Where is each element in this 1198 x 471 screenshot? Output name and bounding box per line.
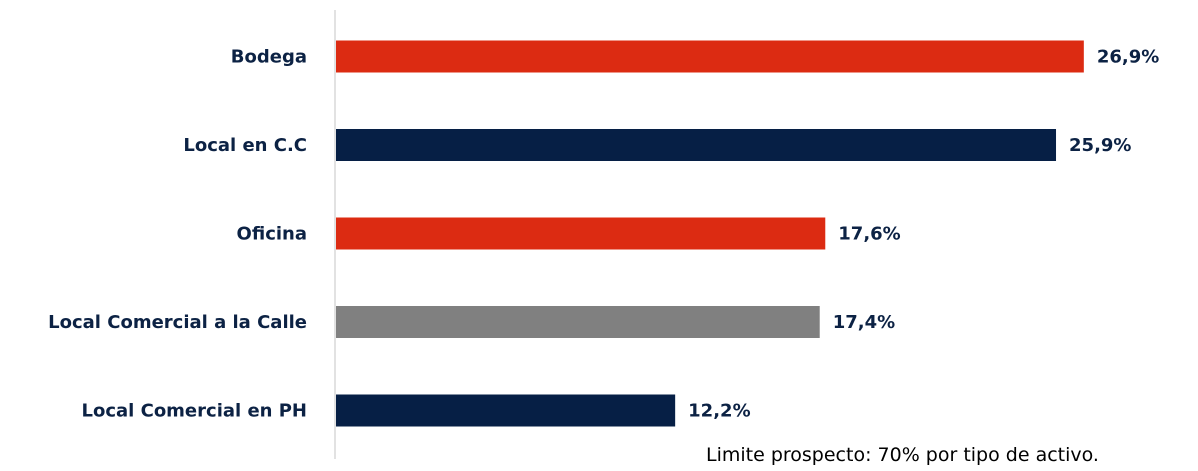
category-label: Local en C.C — [183, 135, 307, 156]
bar — [336, 217, 826, 250]
value-label: 17,6% — [838, 224, 900, 245]
category-label: Bodega — [231, 47, 307, 68]
category-label: Local Comercial a la Calle — [48, 312, 307, 333]
value-label: 25,9% — [1069, 135, 1131, 156]
value-label: 17,4% — [833, 312, 895, 333]
category-label: Oficina — [237, 224, 307, 245]
bar — [336, 40, 1084, 73]
category-label: Local Comercial en PH — [82, 401, 307, 422]
value-label: 12,2% — [688, 401, 750, 422]
footnote: Limite prospecto: 70% por tipo de activo… — [706, 444, 1099, 466]
bar — [336, 306, 820, 338]
bars-layer: Bodega 26,9% Local en C.C 25,9% Oficina 17,6%… — [48, 40, 1159, 427]
value-label: 26,9% — [1097, 47, 1159, 68]
bar — [336, 129, 1057, 161]
bar — [336, 394, 676, 427]
